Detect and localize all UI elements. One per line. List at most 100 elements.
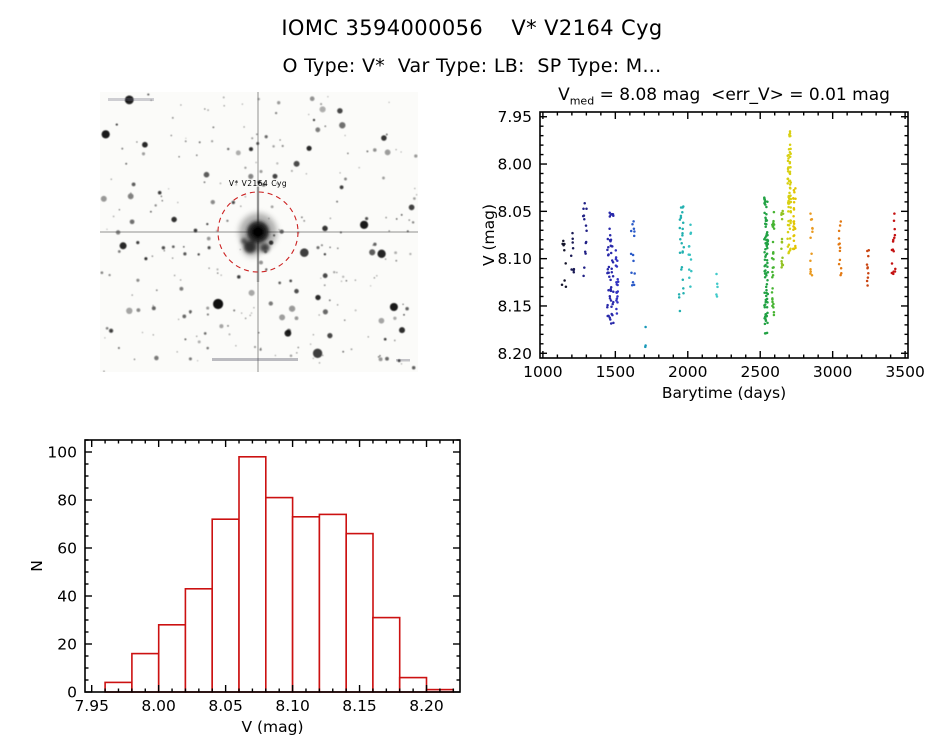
- data-point: [787, 243, 791, 246]
- y-tick-label: 80: [57, 492, 77, 510]
- data-point: [584, 240, 588, 244]
- data-point: [632, 234, 636, 238]
- data-point: [787, 202, 790, 205]
- data-point: [715, 295, 719, 298]
- data-point: [772, 210, 776, 214]
- data-point: [715, 282, 719, 285]
- data-point: [891, 248, 895, 251]
- histogram-bar: [131, 652, 160, 693]
- data-point: [764, 313, 768, 316]
- data-point: [792, 234, 795, 238]
- data-point: [787, 157, 790, 160]
- illegible-annotation: [212, 358, 298, 361]
- data-point: [771, 300, 774, 304]
- data-point: [631, 281, 635, 284]
- data-point: [763, 258, 767, 261]
- data-point: [610, 271, 614, 274]
- data-point: [786, 154, 789, 157]
- data-point: [690, 269, 693, 273]
- x-tick-label: 2500: [740, 363, 779, 381]
- illegible-annotation: [396, 359, 410, 362]
- plot-frame: [539, 111, 909, 359]
- data-point: [563, 242, 566, 246]
- x-tick-label: 8.05: [208, 697, 243, 715]
- data-point: [788, 171, 791, 175]
- data-point: [687, 268, 691, 271]
- data-point: [583, 266, 586, 269]
- data-point: [678, 218, 682, 221]
- data-point: [572, 271, 576, 274]
- data-point: [789, 181, 793, 184]
- data-point: [764, 255, 767, 258]
- data-point: [789, 247, 792, 250]
- data-point: [788, 130, 792, 133]
- data-point: [789, 206, 792, 209]
- data-point: [893, 233, 897, 237]
- data-point: [766, 233, 769, 237]
- data-point: [763, 250, 766, 254]
- data-point: [865, 263, 869, 266]
- data-point: [607, 245, 610, 249]
- data-point: [893, 227, 896, 231]
- histogram-bar: [265, 496, 294, 693]
- data-point: [680, 242, 683, 245]
- data-point: [839, 220, 843, 223]
- data-point: [616, 290, 620, 293]
- data-point: [764, 285, 768, 289]
- data-point: [609, 318, 612, 321]
- data-point: [633, 230, 636, 233]
- data-point: [788, 143, 792, 146]
- data-point: [766, 292, 770, 296]
- data-point: [569, 254, 573, 257]
- stat-v-symbol: V: [558, 85, 570, 105]
- data-point: [789, 187, 792, 190]
- data-point: [766, 265, 769, 268]
- data-point: [584, 224, 588, 227]
- data-point: [572, 269, 575, 272]
- data-point: [681, 211, 684, 214]
- data-point: [609, 299, 613, 302]
- data-point: [792, 228, 795, 232]
- magnitude-histogram: 7.95 8.00 8.05 8.10 8.15 8.20 0 20 40 60 80 100 V (m…: [30, 439, 461, 736]
- data-point: [772, 313, 776, 317]
- data-point: [771, 274, 775, 277]
- data-point: [789, 219, 793, 222]
- data-point: [689, 232, 692, 236]
- y-tick-label: 8.00: [497, 156, 532, 174]
- data-point: [615, 307, 618, 311]
- data-point: [630, 271, 633, 275]
- data-point: [838, 242, 841, 245]
- data-point: [582, 207, 585, 210]
- data-point: [629, 229, 633, 233]
- data-point: [780, 217, 784, 221]
- data-point: [644, 325, 647, 329]
- data-point: [607, 288, 610, 292]
- data-point: [765, 252, 769, 256]
- data-point: [677, 296, 681, 299]
- data-point: [766, 278, 769, 282]
- data-point: [789, 211, 793, 214]
- y-tick-label: 8.20: [497, 345, 532, 363]
- data-point: [682, 246, 686, 249]
- data-point: [866, 249, 869, 253]
- data-point: [689, 223, 692, 227]
- data-point: [631, 223, 634, 226]
- data-point: [865, 279, 869, 283]
- data-point: [632, 283, 636, 287]
- data-point: [811, 226, 814, 230]
- data-point: [608, 227, 611, 230]
- data-point: [609, 238, 613, 241]
- data-point: [794, 187, 797, 190]
- data-point: [689, 285, 692, 288]
- finder-chart-image: V* V2164 Cyg: [100, 92, 418, 372]
- data-point: [788, 200, 792, 204]
- data-point: [616, 283, 619, 287]
- data-point: [715, 293, 718, 296]
- data-point: [678, 309, 682, 313]
- data-point: [570, 268, 573, 271]
- y-tick-label: 60: [57, 540, 77, 558]
- data-point: [609, 322, 613, 325]
- data-point: [687, 253, 690, 256]
- data-point: [792, 214, 795, 218]
- data-point: [563, 279, 566, 282]
